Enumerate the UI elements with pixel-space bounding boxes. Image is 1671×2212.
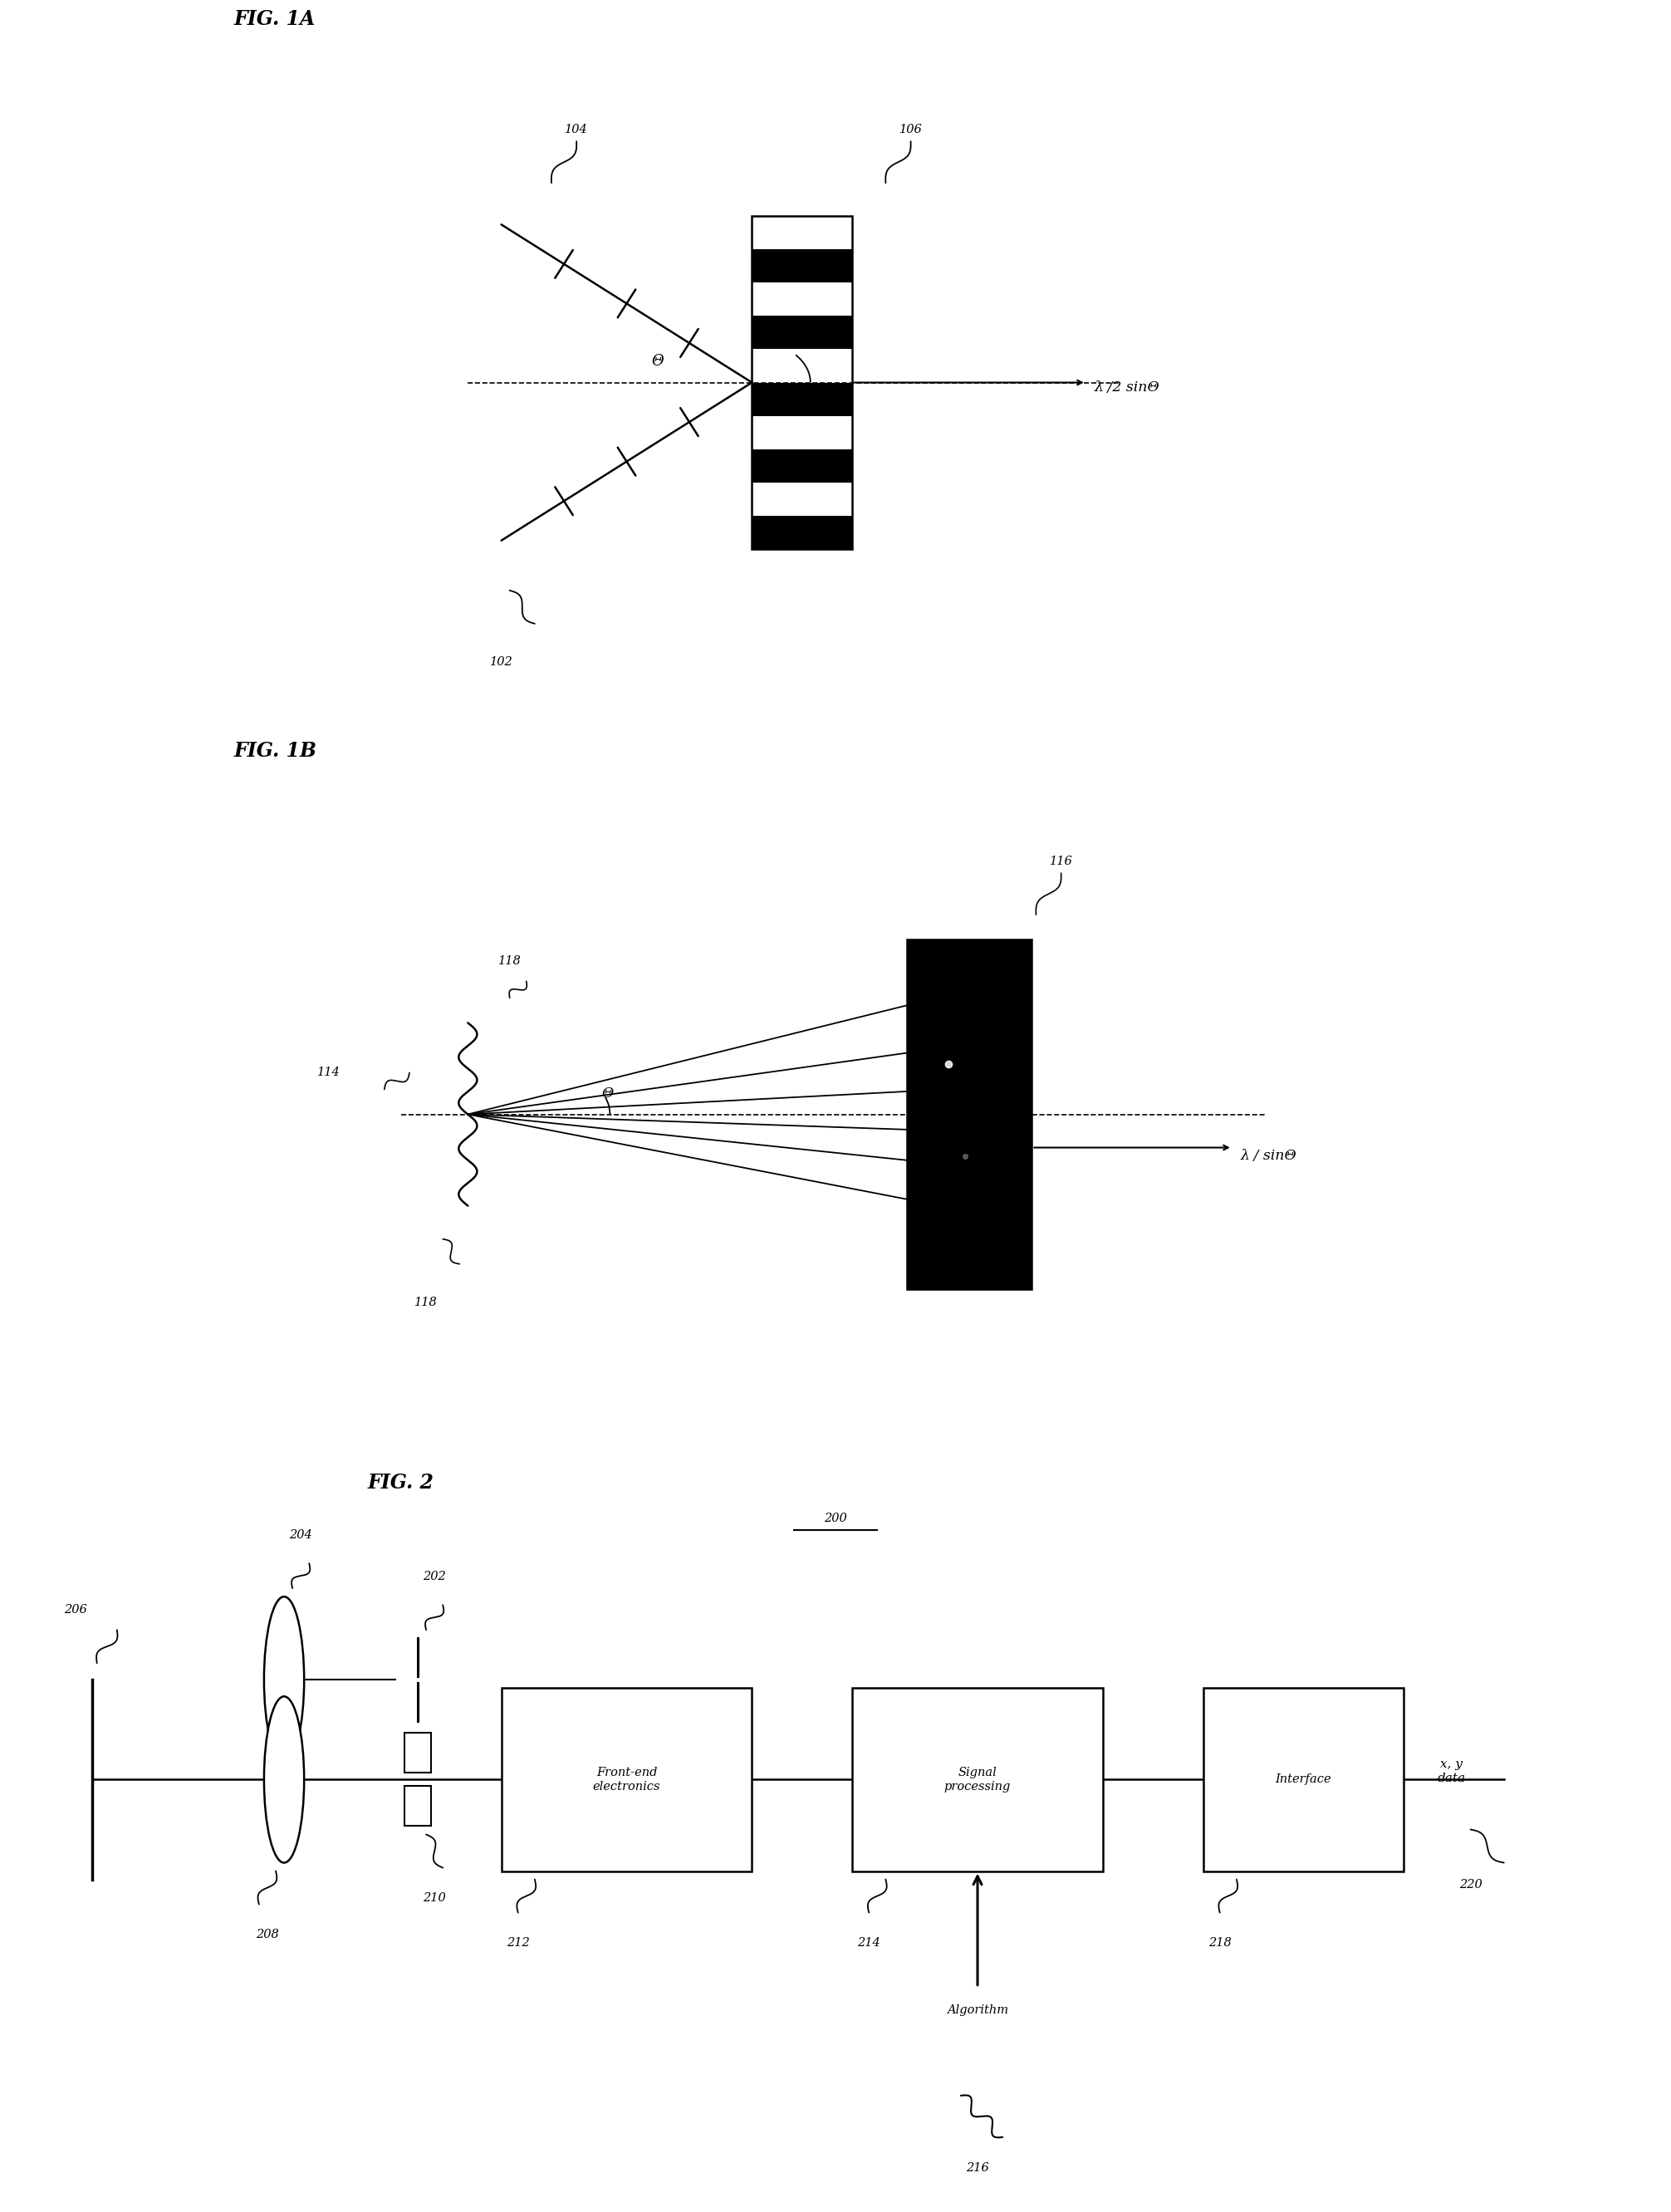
Bar bbox=[906, 940, 1031, 1290]
Text: FIG. 2: FIG. 2 bbox=[368, 1473, 434, 1493]
Bar bbox=[752, 250, 852, 283]
Text: 218: 218 bbox=[1208, 1938, 1232, 1949]
Text: 210: 210 bbox=[423, 1891, 446, 1905]
Text: 200: 200 bbox=[824, 1513, 847, 1524]
Bar bbox=[752, 383, 852, 416]
Text: 208: 208 bbox=[256, 1929, 279, 1940]
Ellipse shape bbox=[264, 1597, 304, 1763]
Text: 114: 114 bbox=[317, 1066, 341, 1079]
Text: 116: 116 bbox=[1049, 856, 1073, 867]
Bar bbox=[1203, 1688, 1404, 1871]
Text: 212: 212 bbox=[506, 1938, 530, 1949]
Text: Algorithm: Algorithm bbox=[947, 2004, 1008, 2015]
Bar bbox=[404, 1787, 431, 1827]
Text: 220: 220 bbox=[1459, 1878, 1482, 1891]
Bar bbox=[752, 283, 852, 316]
Bar bbox=[752, 349, 852, 383]
Text: Front-end
electronics: Front-end electronics bbox=[593, 1767, 660, 1792]
Text: Θ: Θ bbox=[602, 1086, 613, 1102]
Text: λ / sinΘ: λ / sinΘ bbox=[1240, 1148, 1297, 1164]
Text: 118: 118 bbox=[498, 956, 521, 967]
Text: FIG. 1B: FIG. 1B bbox=[234, 741, 317, 761]
Bar bbox=[752, 217, 852, 250]
Text: Signal
processing: Signal processing bbox=[944, 1767, 1011, 1792]
Bar bbox=[501, 1688, 752, 1871]
Bar bbox=[752, 515, 852, 549]
Text: 104: 104 bbox=[565, 124, 588, 135]
Bar bbox=[752, 217, 852, 549]
Text: 202: 202 bbox=[423, 1571, 446, 1582]
Text: 206: 206 bbox=[63, 1604, 87, 1615]
Text: FIG. 1A: FIG. 1A bbox=[234, 9, 316, 29]
Text: 204: 204 bbox=[289, 1528, 312, 1542]
Text: 214: 214 bbox=[857, 1938, 881, 1949]
Bar bbox=[752, 316, 852, 349]
Text: Θ: Θ bbox=[652, 354, 663, 369]
Text: 106: 106 bbox=[899, 124, 922, 135]
Bar bbox=[852, 1688, 1103, 1871]
Bar bbox=[404, 1732, 431, 1774]
Bar bbox=[752, 416, 852, 449]
Bar bbox=[752, 449, 852, 482]
Text: 102: 102 bbox=[490, 657, 513, 668]
Text: 216: 216 bbox=[966, 2161, 989, 2174]
Text: λ /2 sinΘ: λ /2 sinΘ bbox=[1095, 380, 1160, 394]
Bar bbox=[752, 482, 852, 515]
Ellipse shape bbox=[264, 1697, 304, 1863]
Text: 118: 118 bbox=[414, 1296, 438, 1307]
Text: Interface: Interface bbox=[1275, 1774, 1332, 1785]
Text: x, y
data: x, y data bbox=[1437, 1759, 1465, 1783]
